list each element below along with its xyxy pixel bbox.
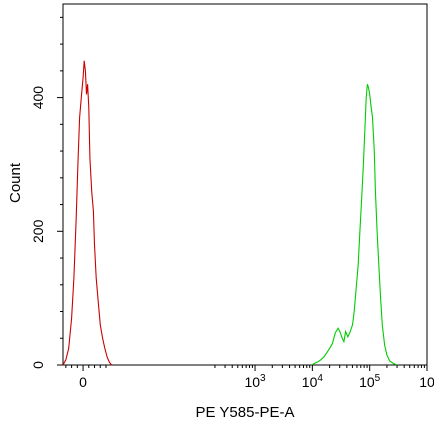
x-tick-label: 10 — [419, 374, 434, 390]
y-tick-label: 400 — [30, 86, 46, 110]
x-tick-label: 105 — [359, 373, 381, 390]
x-tick-exponent: 5 — [375, 373, 381, 384]
y-axis-label: Count — [7, 162, 24, 203]
series-line-2 — [311, 84, 398, 366]
x-tick-label: 103 — [244, 373, 266, 390]
x-tick-exponent: 3 — [260, 373, 266, 384]
x-tick-exponent: 4 — [317, 373, 323, 384]
x-tick-label: 0 — [79, 374, 87, 390]
y-tick-label: 0 — [30, 361, 46, 369]
series-line-1 — [62, 60, 113, 366]
y-tick-label: 200 — [30, 219, 46, 243]
plot-frame — [62, 3, 428, 366]
y-axis: 0 200 400 — [30, 16, 63, 369]
x-axis: 0 103 104 105 10 — [65, 365, 434, 390]
x-axis-label: PE Y585-PE-A — [196, 404, 295, 421]
x-tick-label: 104 — [302, 373, 324, 390]
series-layer — [62, 60, 398, 366]
